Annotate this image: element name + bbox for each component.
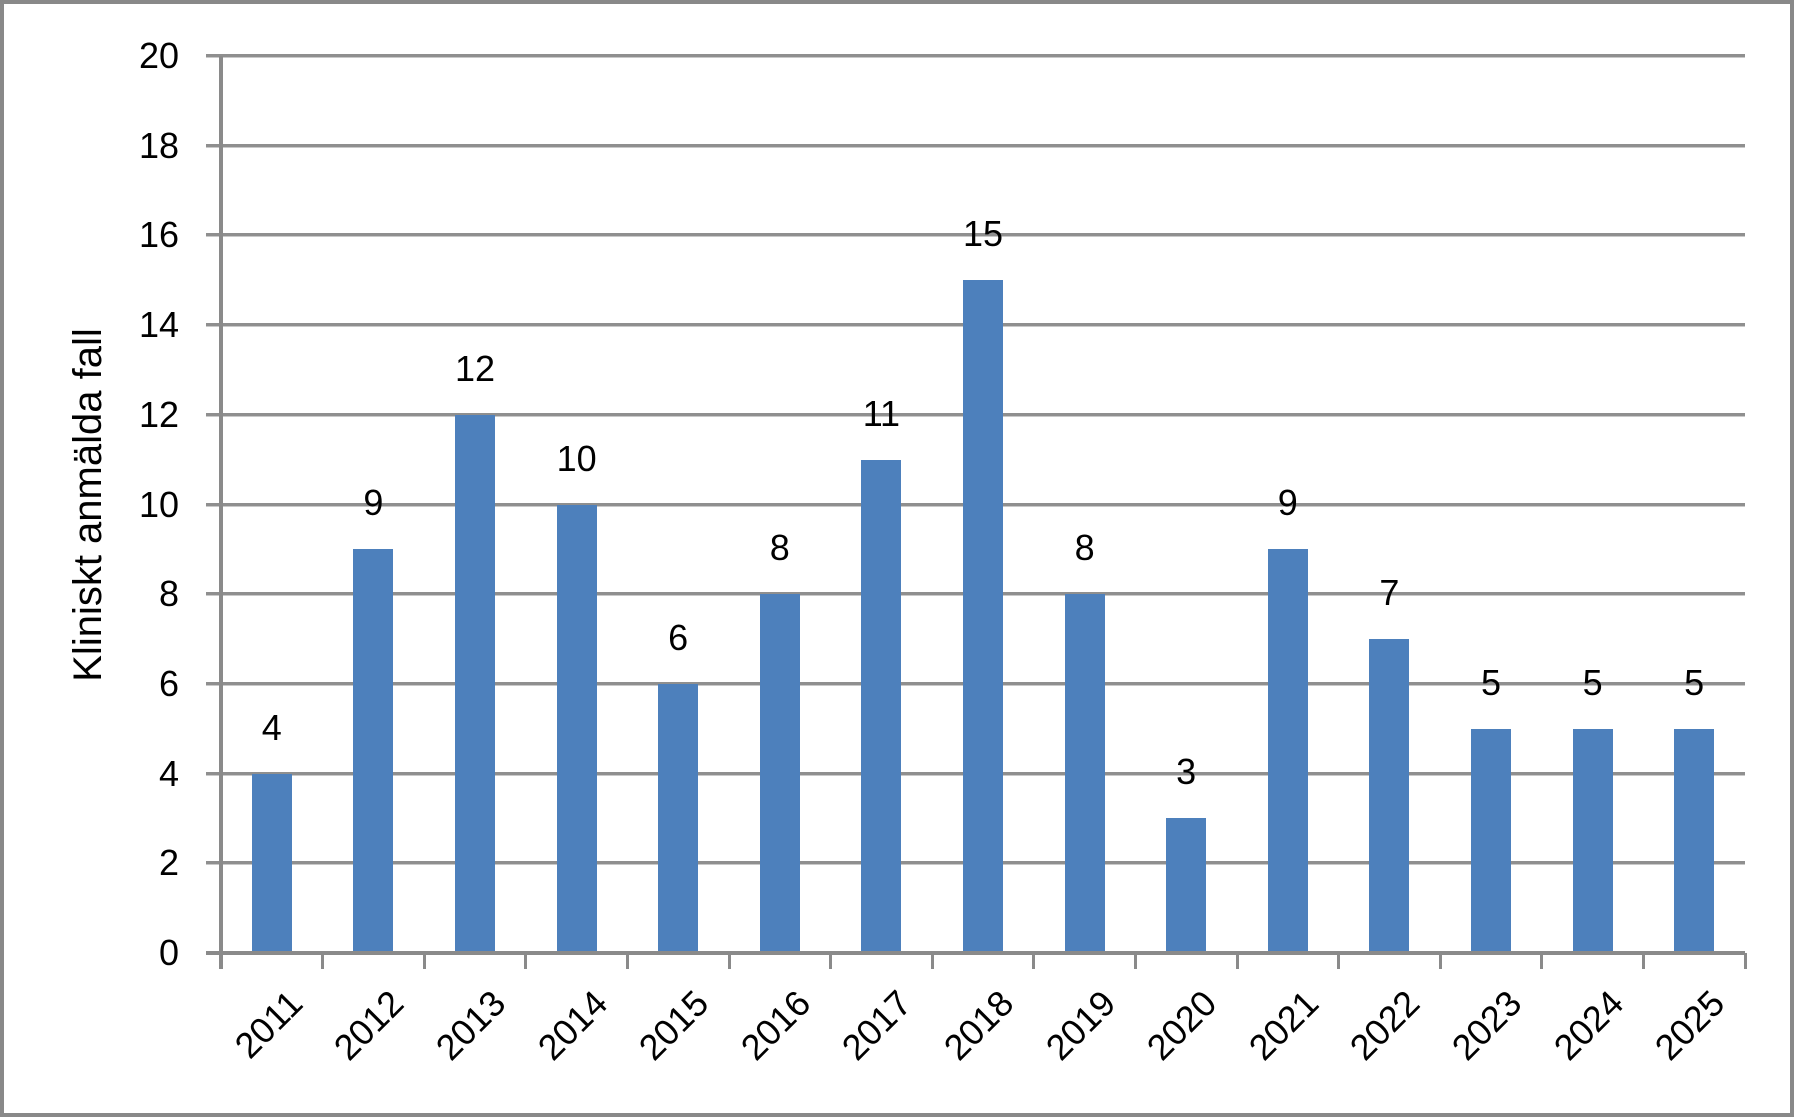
bar-chart: Kliniskt anmälda fall 0 2 4 6 8 10 12 14 16 18 20 4… [4,4,1790,1113]
x-tick-mark [930,953,934,969]
x-tick-label: 2024 [1545,982,1631,1068]
x-tick-label: 2014 [529,982,615,1068]
x-tick-label: 2025 [1646,982,1733,1068]
bar-value-label: 3 [1176,751,1197,793]
y-tick-label: 6 [158,662,179,704]
gridline [206,233,1745,238]
x-tick-mark [1337,953,1341,969]
bar-value-label: 8 [1074,527,1095,569]
x-tick-mark [422,953,426,969]
bar-value-label: 4 [261,706,282,748]
y-tick-label: 2 [158,842,179,884]
x-tick-label: 2012 [326,982,412,1068]
bar [1674,728,1715,951]
bar [658,683,699,951]
bar [759,594,800,951]
bar-value-label: 7 [1379,572,1400,614]
bar-value-label: 6 [668,616,689,658]
bar-value-label: 5 [1684,661,1705,703]
bar [1369,639,1410,951]
y-tick-label: 14 [138,304,179,346]
x-tick-mark [1032,953,1036,969]
bar-value-label: 5 [1480,661,1502,703]
bar [1572,728,1613,951]
bar-value-label: 15 [962,213,1004,255]
bar-value-label: 12 [454,347,496,389]
y-tick-label: 16 [138,214,179,256]
x-tick-mark [1438,953,1442,969]
x-tick-mark [1743,953,1747,969]
x-tick-label: 2013 [427,982,514,1068]
x-tick-mark [321,953,325,969]
bar [1166,818,1207,951]
bar-value-label: 9 [363,482,384,524]
x-tick-label: 2017 [834,982,920,1068]
x-tick-mark [524,953,528,969]
x-tick-label: 2011 [226,982,311,1067]
x-tick-label: 2023 [1443,982,1530,1068]
y-tick-label: 4 [158,752,179,794]
x-tick-label: 2022 [1342,982,1428,1068]
x-tick-mark [727,953,731,969]
bar-value-label: 8 [769,527,790,569]
x-axis-line [206,951,1745,955]
y-tick-label: 8 [158,573,179,615]
y-tick-label: 10 [138,483,179,525]
bar [455,414,495,951]
x-tick-mark [1133,953,1137,969]
y-tick-label: 12 [138,393,179,435]
x-tick-label: 2021 [1240,982,1327,1068]
bar [1064,594,1105,951]
x-tick-mark [829,953,833,969]
x-tick-label: 2018 [935,982,1022,1068]
gridline [206,143,1745,148]
bar [1267,549,1308,951]
x-tick-mark [1641,953,1645,969]
bar [251,773,292,951]
bar [556,504,597,951]
bar [963,280,1003,951]
x-tick-label: 2016 [732,982,819,1068]
bar-value-label: 11 [862,392,901,434]
bar-value-label: 10 [556,437,597,479]
bar [353,549,394,951]
y-tick-label: 18 [138,124,179,166]
bar [1471,728,1511,951]
x-tick-mark [1540,953,1544,969]
x-tick-mark [1235,953,1239,969]
bar-value-label: 9 [1277,482,1298,524]
x-tick-mark [625,953,629,969]
y-tick-label: 0 [158,932,179,973]
x-tick-label: 2015 [630,982,717,1068]
bar-value-label: 5 [1582,661,1603,703]
bar [861,459,902,951]
x-tick-label: 2019 [1037,982,1123,1068]
y-tick-label: 20 [138,35,179,76]
gridline [206,54,1745,58]
y-axis-line [219,56,223,969]
x-tick-label: 2020 [1138,982,1225,1068]
